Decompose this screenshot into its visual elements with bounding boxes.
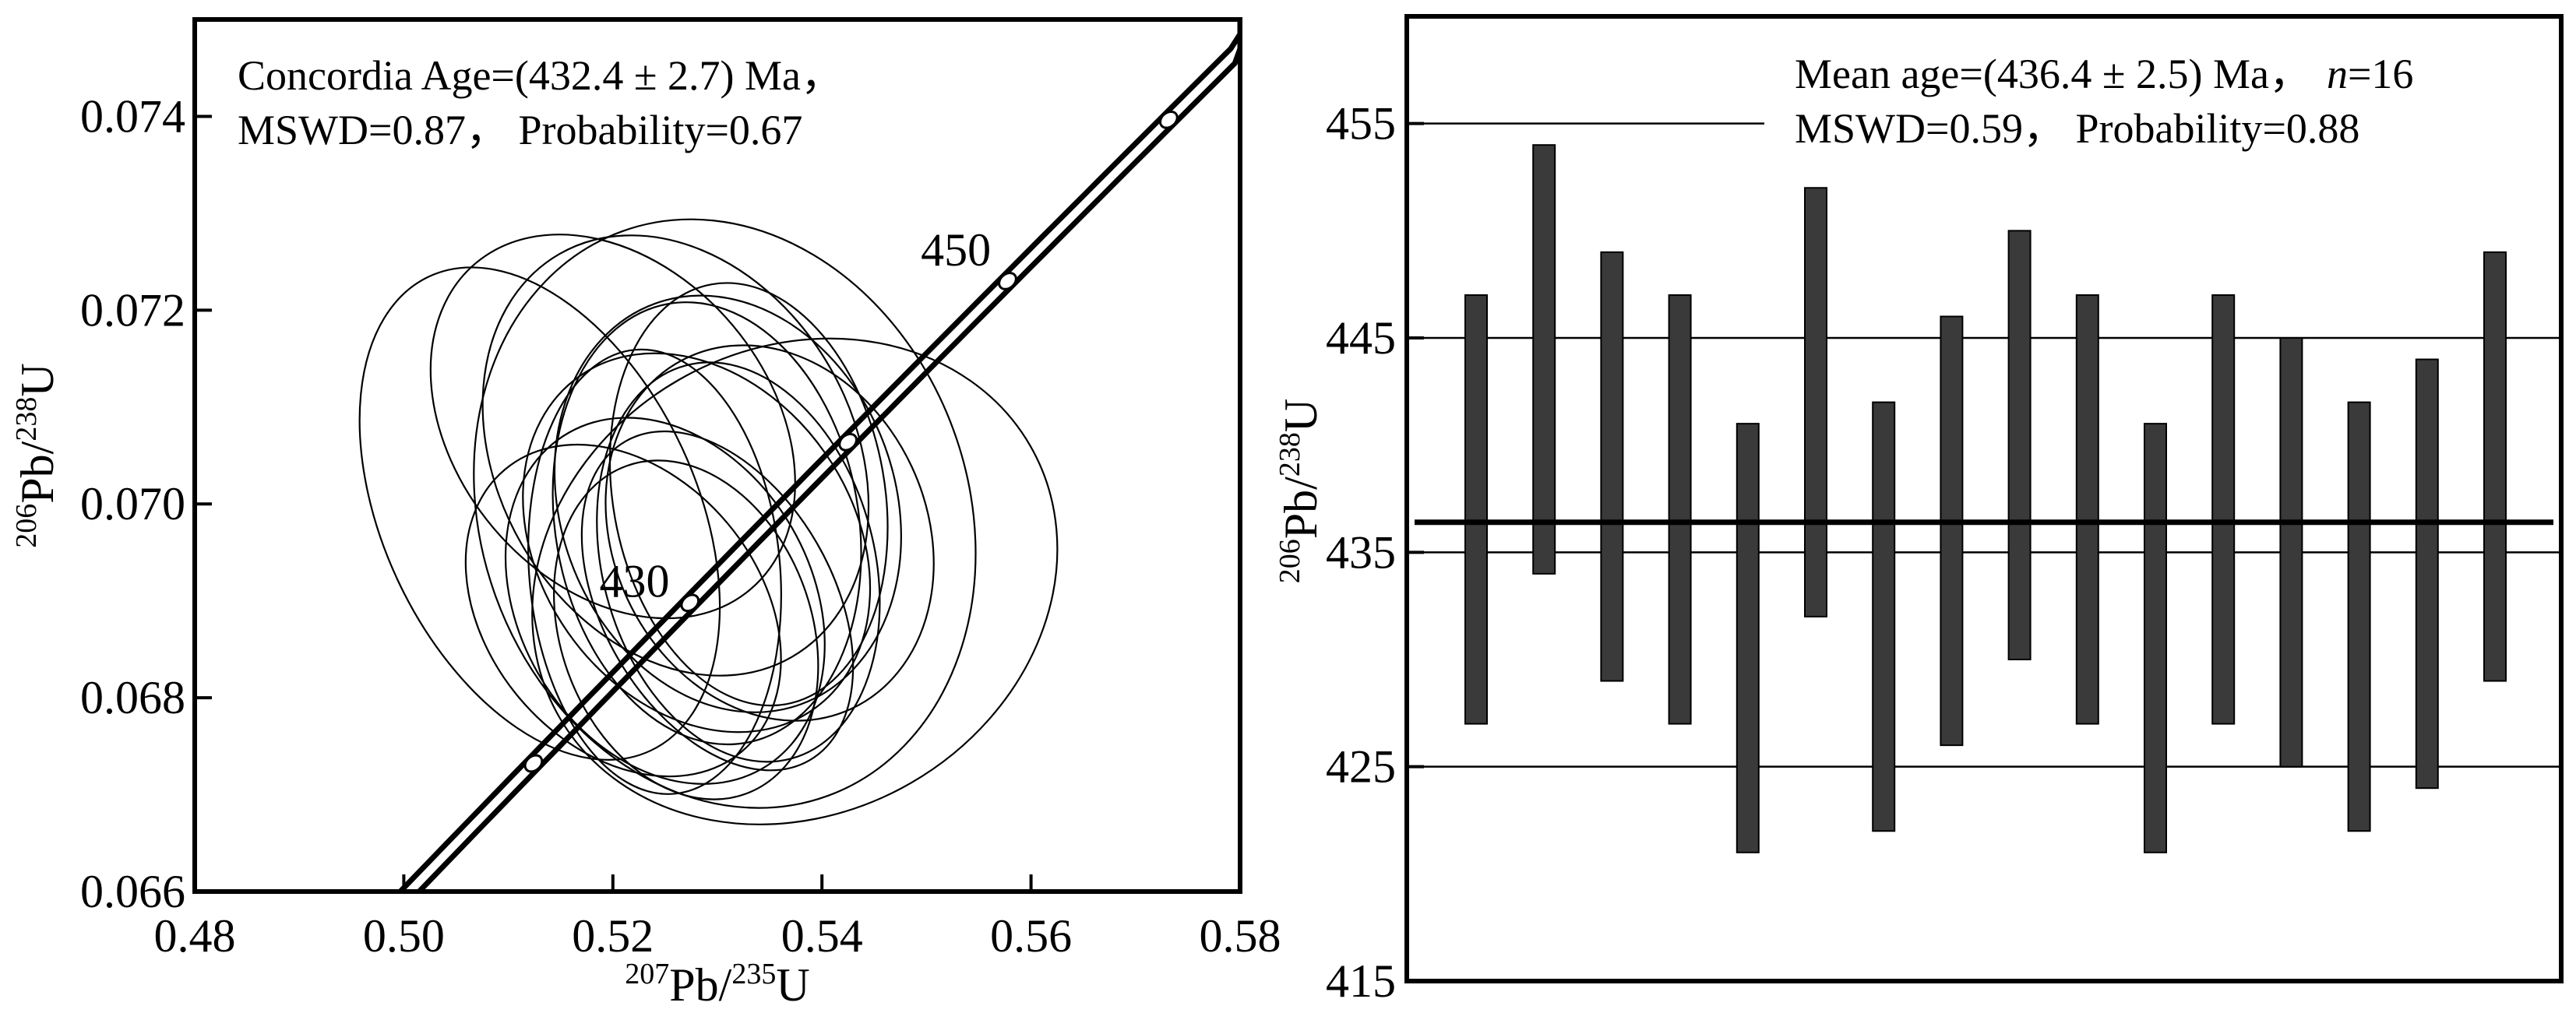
error-ellipse-13 [553, 459, 819, 800]
y-tick-label: 445 [1326, 312, 1396, 364]
x-tick-label: 0.48 [154, 910, 236, 962]
error-bar-15 [2415, 358, 2439, 790]
concordia-curve-2 [417, 19, 1240, 892]
y-axis-label-sup2: 238 [10, 397, 43, 441]
annotation-line-2: MSWD=0.87， Probability=0.67 [238, 107, 802, 153]
age-label-450: 450 [921, 224, 991, 276]
error-ellipse-12 [464, 443, 782, 778]
x-axis-label: 207Pb/235U [625, 958, 809, 1011]
error-bar-2 [1532, 144, 1556, 575]
x-axis-label-end: U [776, 959, 809, 1011]
plot-frame [192, 17, 1242, 894]
error-ellipse-1 [358, 266, 721, 761]
y-tick-label: 0.074 [80, 90, 185, 142]
error-bar-9 [2007, 230, 2032, 661]
error-ellipse-11 [604, 344, 935, 722]
error-bar-12 [2211, 294, 2236, 725]
x-tick-label: 0.52 [572, 910, 654, 962]
y-axis-label: 206Pb/238U [10, 363, 63, 547]
y-axis-label: 206Pb/238U [1274, 399, 1327, 583]
error-bar-13 [2279, 337, 2303, 768]
x-axis-label-sup2: 235 [731, 958, 776, 990]
error-ellipse-7 [504, 417, 826, 785]
error-bar-3 [1600, 251, 1624, 682]
y-tick-label: 0.070 [80, 478, 185, 529]
error-bar-4 [1668, 294, 1692, 725]
mean-age-text: Mean age=(436.4 ± 2.5) Ma， [1795, 51, 2311, 97]
error-bar-16 [2483, 251, 2507, 682]
mean-age-plot: 415 425 435 445 455 206Pb/238U Mean age=(436.4… [1274, 14, 2564, 1007]
x-tick-label: 0.56 [990, 910, 1072, 962]
annotation-line-1: Concordia Age=(432.4 ± 2.7) Ma， [238, 52, 843, 99]
x-tick-label: 0.58 [1200, 910, 1281, 962]
x-tick-label: 0.50 [363, 910, 445, 962]
error-bar-5 [1736, 423, 1760, 853]
age-marker-440 [838, 432, 858, 452]
y-axis-label-sup2: 238 [1274, 432, 1306, 477]
y-axis-label-end: U [1275, 399, 1327, 432]
y-tick-label: 425 [1326, 741, 1396, 793]
error-ellipse-4 [481, 234, 870, 677]
age-marker-430 [680, 593, 700, 613]
error-ellipse-14 [608, 282, 889, 707]
error-ellipse-2 [473, 218, 977, 809]
error-ellipse-10 [527, 348, 782, 795]
y-tick-label: 435 [1326, 526, 1396, 578]
y-axis-label-sup1: 206 [10, 504, 43, 548]
error-bar-11 [2144, 423, 2167, 853]
age-marker-460 [1159, 110, 1179, 129]
error-ellipse-5 [553, 294, 902, 713]
plot-frame [1404, 14, 2564, 983]
error-ellipse-15 [429, 234, 796, 620]
y-axis-label-end: U [12, 363, 63, 396]
age-marker-420 [523, 754, 544, 773]
n-label: n [2327, 51, 2348, 97]
error-bar-6 [1804, 187, 1827, 617]
y-tick-label: 415 [1326, 955, 1396, 1007]
error-ellipse-16 [580, 430, 855, 772]
error-bar-8 [1940, 315, 1964, 747]
plot-area [358, 19, 1240, 892]
x-axis-label-mid: Pb/ [669, 959, 731, 1011]
concordia-plot: 430 450 0.48 0.50 0.52 0.54 0.56 0.58 0.066 0.068… [10, 17, 1281, 1011]
age-marker-450 [998, 272, 1017, 290]
age-label-430: 430 [599, 555, 669, 607]
concordia-curve-1 [398, 19, 1240, 892]
x-axis-label-sup1: 207 [625, 958, 669, 990]
y-axis-label-mid: Pb/ [1275, 477, 1327, 539]
y-axis-label-mid: Pb/ [12, 441, 63, 503]
y-axis-label-sup1: 206 [1274, 539, 1306, 583]
y-tick-label: 0.072 [80, 284, 185, 336]
x-tick-label: 0.54 [781, 910, 863, 962]
annotation-line-2: MSWD=0.59， Probability=0.88 [1795, 105, 2359, 152]
n-value: =16 [2348, 51, 2413, 97]
error-ellipse-3 [531, 337, 1059, 825]
error-bar-10 [2075, 294, 2099, 725]
error-bar-14 [2347, 401, 2371, 832]
y-tick-label: 0.066 [80, 866, 185, 917]
y-tick-label: 455 [1326, 98, 1396, 149]
annotation-line-1: Mean age=(436.4 ± 2.5) Ma， n=16 [1795, 51, 2413, 97]
error-ellipse-9 [551, 301, 862, 746]
error-bar-1 [1464, 294, 1488, 725]
error-bar-7 [1872, 401, 1896, 832]
y-tick-label: 0.068 [80, 672, 185, 723]
